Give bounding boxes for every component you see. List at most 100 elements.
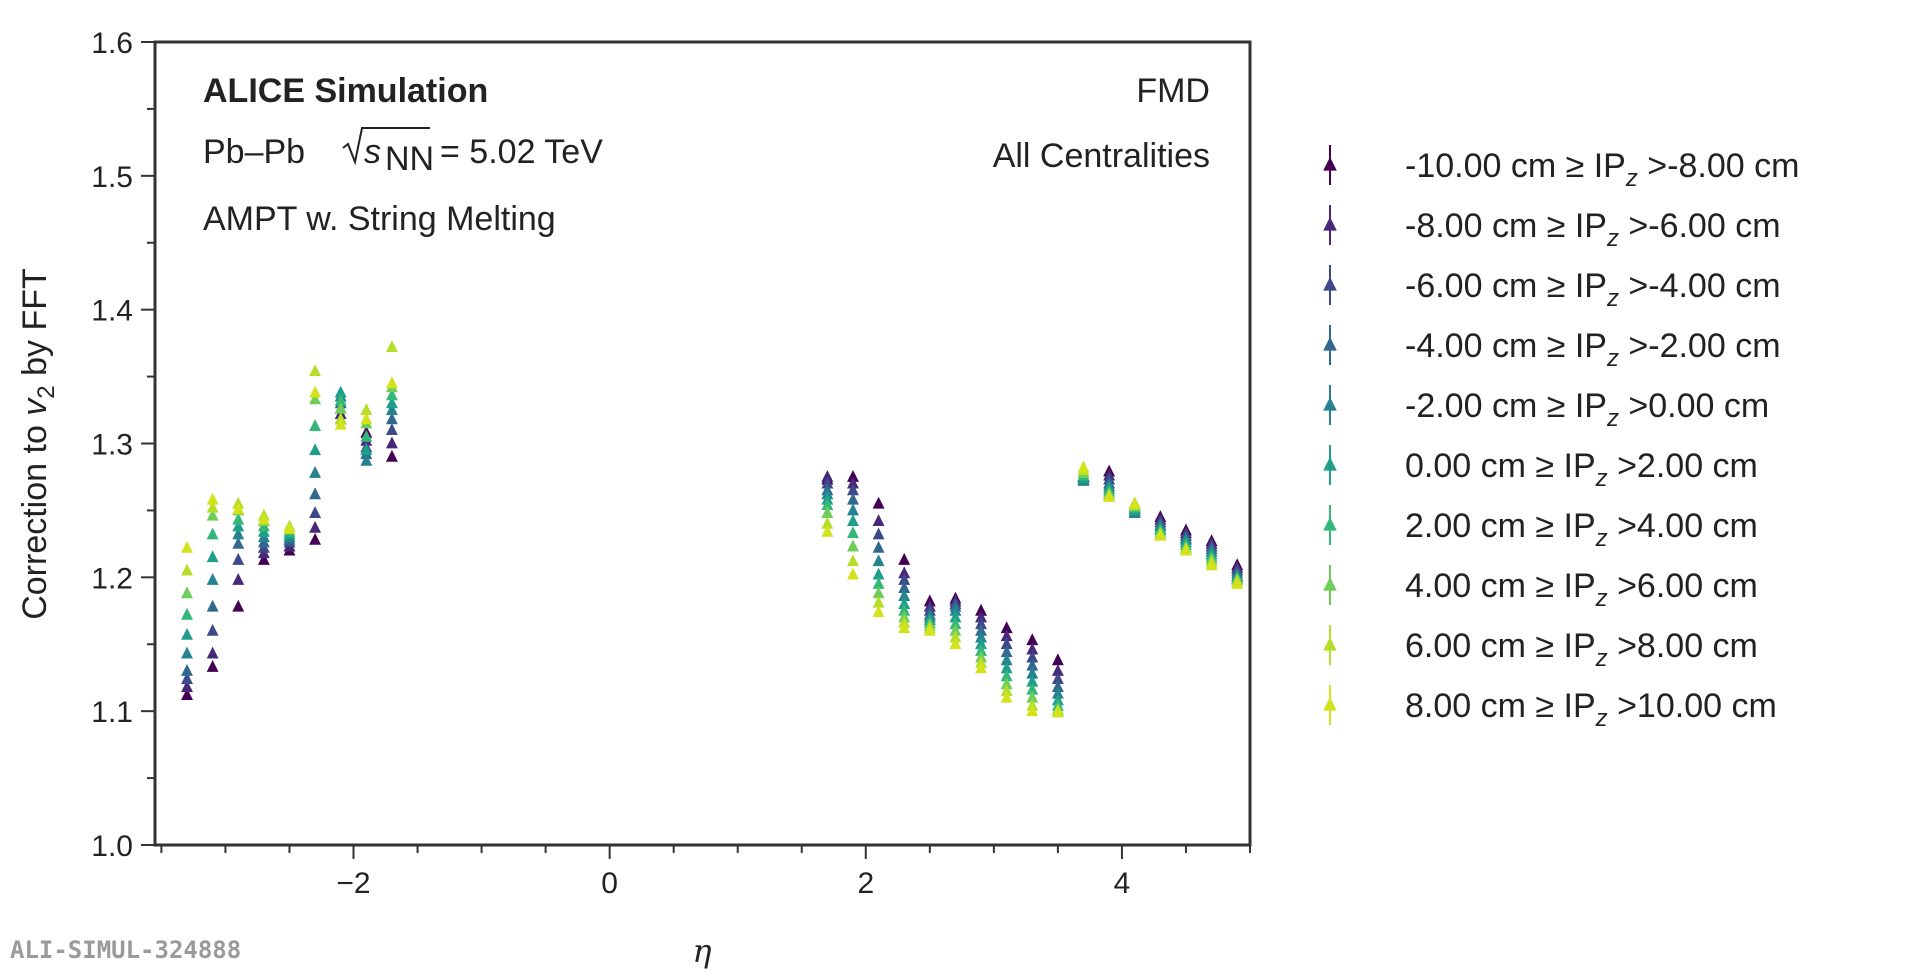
legend-item: 0.00 cm ≥ IPz >2.00 cm [1323,445,1758,492]
series-3 [181,396,1244,692]
legend-label-main: -2.00 cm ≥ IP [1405,387,1607,425]
legend-label-range: >-4.00 cm [1619,267,1781,305]
data-point [309,506,322,518]
data-point [1051,664,1064,676]
data-point [949,623,962,636]
data-point [1205,558,1218,571]
experiment-label: ALICE Simulation [203,72,488,110]
legend-marker [1323,577,1337,591]
data-point [1077,460,1090,473]
data-point [1026,633,1039,646]
data-point [847,476,859,489]
legend-marker [1323,457,1337,471]
y-tick-label: 1.2 [91,562,133,595]
legend-label-sub: z [1595,465,1608,492]
data-point [206,623,219,636]
data-point [821,498,834,510]
data-point [360,403,373,415]
data-point [232,552,245,565]
legend-item: 8.00 cm ≥ IPz >10.00 cm [1323,685,1777,732]
data-point [334,401,347,414]
data-point [847,503,859,516]
data-point [385,340,398,353]
data-point [872,577,885,589]
data-point [385,423,398,436]
legend-marker [1323,337,1337,351]
legend-marker [1323,397,1337,411]
data-point [360,412,373,425]
legend-label: -10.00 cm ≥ IPz >-8.00 cm [1405,147,1799,192]
data-point [949,637,962,650]
data-point [1051,672,1064,684]
energy-symbol: s [364,133,381,171]
legend-label-sub: z [1606,225,1619,252]
data-point [898,573,911,585]
data-point [206,492,219,505]
legend-label-main: -6.00 cm ≥ IP [1405,267,1607,305]
legend-label-range: >2.00 cm [1608,447,1758,485]
x-tick-label: −2 [336,867,370,900]
legend-item: -4.00 cm ≥ IPz >-2.00 cm [1323,325,1781,372]
series-9 [181,376,1244,718]
legend-label-range: >8.00 cm [1608,627,1758,665]
data-point [181,672,193,684]
data-point [872,595,885,608]
data-point [1000,677,1013,690]
data-point [1154,528,1167,541]
data-point [360,429,373,442]
y-title-part1: Correction to [16,416,54,620]
data-point [181,664,193,676]
legend-marker [1323,277,1337,291]
data-point [872,527,885,540]
data-point [898,552,911,565]
x-tick-label: 2 [857,867,874,900]
data-point [1000,629,1013,642]
data-point [1000,669,1013,682]
data-point [283,522,296,535]
data-point [385,396,398,409]
data-point [1051,686,1064,699]
centrality-label: All Centralities [993,137,1210,175]
legend-label-main: -10.00 cm ≥ IP [1405,147,1626,185]
data-point [898,597,911,609]
legend-marker [1323,637,1337,651]
data-point [309,443,322,456]
data-point [1051,705,1064,718]
data-point [1026,682,1039,695]
data-point [872,540,885,553]
legend-marker [1323,517,1337,531]
y-tick-label: 1.0 [91,830,133,863]
legend-label-range: >0.00 cm [1619,387,1769,425]
legend-label-sub: z [1595,585,1608,612]
detector-label: FMD [1136,72,1210,110]
legend-label-main: 2.00 cm ≥ IP [1405,507,1596,545]
legend-label-sub: z [1606,345,1619,372]
y-tick-label: 1.3 [91,429,133,462]
legend-label: 0.00 cm ≥ IPz >2.00 cm [1405,447,1758,492]
legend-marker [1323,217,1337,231]
data-point [309,385,322,398]
legend-label: -8.00 cm ≥ IPz >-6.00 cm [1405,207,1781,252]
generator-label: AMPT w. String Melting [203,200,556,238]
y-title-sub: 2 [33,385,60,398]
legend-label-sub: z [1595,705,1608,732]
data-point [309,487,322,500]
data-point [821,476,834,489]
energy-value: = 5.02 TeV [440,133,603,171]
data-point [1026,642,1039,655]
data-point [257,512,270,525]
y-axis-title: Correction to v2 by FFT [16,268,60,620]
data-point [898,603,911,616]
legend-marker [1323,157,1337,171]
y-axis: 1.0 1.1 1.2 1.3 1.4 1.5 1.6 [91,27,155,863]
data-point [232,536,245,549]
data-point [949,630,962,643]
data-point [232,512,245,525]
data-point [1026,650,1039,663]
legend-label: -4.00 cm ≥ IPz >-2.00 cm [1405,327,1781,372]
data-point [360,453,373,466]
legend-label-main: 8.00 cm ≥ IP [1405,687,1596,725]
data-point [309,465,322,478]
data-point [309,392,322,405]
